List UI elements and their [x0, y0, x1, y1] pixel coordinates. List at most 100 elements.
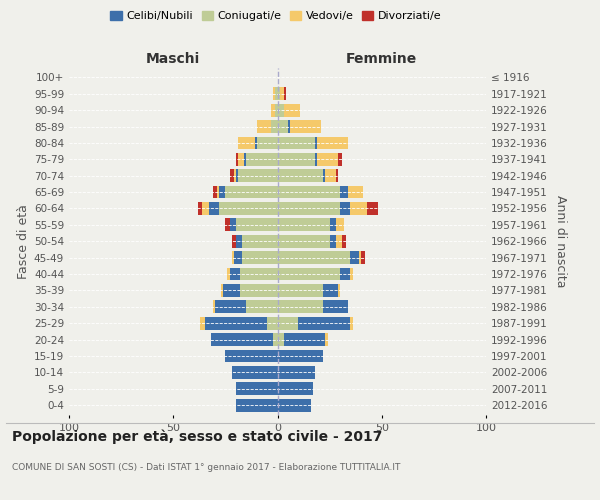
- Bar: [209, 202, 219, 215]
- Bar: [284, 104, 301, 117]
- Bar: [271, 120, 277, 133]
- Bar: [277, 120, 288, 133]
- Bar: [277, 300, 323, 313]
- Bar: [336, 170, 338, 182]
- Text: Popolazione per età, sesso e stato civile - 2017: Popolazione per età, sesso e stato civil…: [12, 430, 382, 444]
- Legend: Celibi/Nubili, Coniugati/e, Vedovi/e, Divorziati/e: Celibi/Nubili, Coniugati/e, Vedovi/e, Di…: [106, 6, 446, 26]
- Bar: [242, 251, 277, 264]
- Bar: [336, 235, 342, 248]
- Bar: [236, 382, 277, 395]
- Bar: [240, 284, 277, 297]
- Bar: [205, 317, 267, 330]
- Bar: [236, 235, 242, 248]
- Text: Femmine: Femmine: [346, 52, 418, 66]
- Bar: [315, 153, 317, 166]
- Bar: [226, 218, 230, 232]
- Bar: [340, 268, 350, 280]
- Bar: [350, 251, 359, 264]
- Bar: [226, 186, 277, 198]
- Bar: [236, 153, 238, 166]
- Bar: [213, 300, 215, 313]
- Bar: [277, 333, 284, 346]
- Bar: [232, 366, 277, 379]
- Bar: [246, 153, 277, 166]
- Bar: [198, 202, 202, 215]
- Bar: [202, 202, 209, 215]
- Text: COMUNE DI SAN SOSTI (CS) - Dati ISTAT 1° gennaio 2017 - Elaborazione TUTTITALIA.: COMUNE DI SAN SOSTI (CS) - Dati ISTAT 1°…: [12, 462, 400, 471]
- Bar: [367, 202, 377, 215]
- Bar: [323, 170, 325, 182]
- Bar: [277, 350, 323, 362]
- Bar: [342, 235, 346, 248]
- Bar: [236, 218, 277, 232]
- Bar: [236, 170, 238, 182]
- Bar: [323, 284, 338, 297]
- Bar: [284, 333, 325, 346]
- Bar: [221, 284, 223, 297]
- Bar: [350, 317, 353, 330]
- Bar: [211, 333, 274, 346]
- Bar: [315, 136, 317, 149]
- Bar: [277, 136, 315, 149]
- Bar: [238, 170, 277, 182]
- Bar: [298, 317, 350, 330]
- Bar: [232, 251, 234, 264]
- Bar: [226, 350, 277, 362]
- Bar: [234, 170, 236, 182]
- Bar: [238, 136, 254, 149]
- Bar: [230, 268, 240, 280]
- Y-axis label: Fasce di età: Fasce di età: [17, 204, 30, 279]
- Bar: [277, 235, 329, 248]
- Bar: [267, 317, 277, 330]
- Bar: [254, 136, 257, 149]
- Bar: [340, 202, 350, 215]
- Bar: [223, 284, 240, 297]
- Bar: [277, 382, 313, 395]
- Bar: [277, 268, 340, 280]
- Y-axis label: Anni di nascita: Anni di nascita: [554, 195, 567, 288]
- Bar: [280, 88, 284, 100]
- Text: Maschi: Maschi: [146, 52, 200, 66]
- Bar: [215, 300, 246, 313]
- Bar: [200, 317, 205, 330]
- Bar: [242, 235, 277, 248]
- Bar: [277, 88, 280, 100]
- Bar: [277, 366, 315, 379]
- Bar: [340, 186, 349, 198]
- Bar: [277, 202, 340, 215]
- Bar: [234, 251, 242, 264]
- Bar: [329, 218, 336, 232]
- Bar: [275, 88, 277, 100]
- Bar: [230, 218, 236, 232]
- Bar: [361, 251, 365, 264]
- Bar: [277, 399, 311, 411]
- Bar: [350, 268, 353, 280]
- Bar: [240, 268, 277, 280]
- Bar: [288, 120, 290, 133]
- Bar: [338, 153, 342, 166]
- Bar: [236, 399, 277, 411]
- Bar: [317, 136, 349, 149]
- Bar: [329, 235, 336, 248]
- Bar: [323, 300, 349, 313]
- Bar: [213, 186, 217, 198]
- Bar: [338, 284, 340, 297]
- Bar: [274, 333, 277, 346]
- Bar: [232, 235, 236, 248]
- Bar: [246, 300, 277, 313]
- Bar: [277, 317, 298, 330]
- Bar: [277, 218, 329, 232]
- Bar: [277, 284, 323, 297]
- Bar: [219, 202, 277, 215]
- Bar: [290, 120, 321, 133]
- Bar: [257, 120, 271, 133]
- Bar: [317, 153, 338, 166]
- Bar: [277, 104, 284, 117]
- Bar: [350, 202, 367, 215]
- Bar: [349, 186, 363, 198]
- Bar: [325, 170, 336, 182]
- Bar: [277, 186, 340, 198]
- Bar: [257, 136, 277, 149]
- Bar: [271, 104, 275, 117]
- Bar: [230, 170, 234, 182]
